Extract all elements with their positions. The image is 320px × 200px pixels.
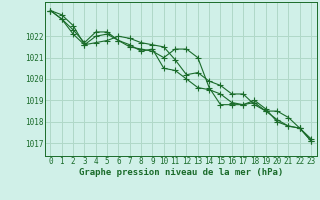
X-axis label: Graphe pression niveau de la mer (hPa): Graphe pression niveau de la mer (hPa) xyxy=(79,168,283,177)
